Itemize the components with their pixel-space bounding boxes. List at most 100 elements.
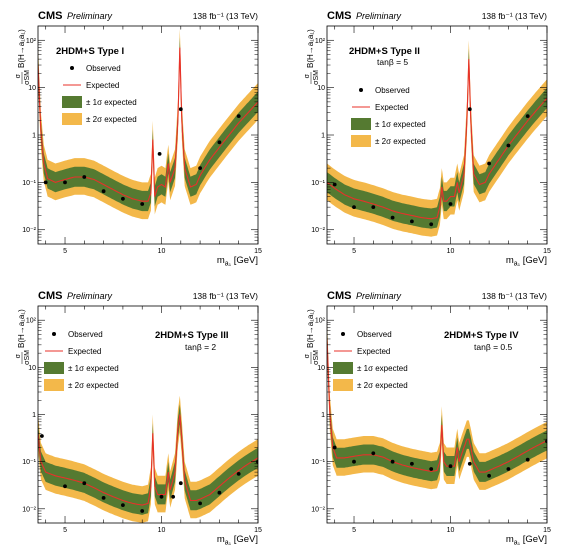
legend-observed-marker (70, 66, 74, 70)
observed-point (236, 114, 241, 118)
y-tick-label: 10² (26, 318, 37, 325)
y-tick-label: 1 (32, 133, 36, 140)
legend-2sigma-marker (62, 113, 82, 125)
observed-point (198, 501, 203, 506)
y-tick-label: 10⁻¹ (22, 180, 36, 187)
x-tick-label: 10 (158, 527, 166, 534)
x-axis-label: ma₁ [GeV] (217, 534, 258, 547)
legend: Observed Expected ± 1σ expected ± 2σ expect… (62, 64, 137, 125)
observed-point (545, 439, 547, 444)
observed-point (429, 222, 434, 227)
band-2-sigma (327, 40, 547, 237)
lumi-label: 138 fb⁻¹ (13 TeV) (482, 291, 547, 301)
svg-text:B(H→a₁a₁): B(H→a₁a₁) (306, 309, 315, 348)
legend-observed-label: Observed (68, 330, 103, 339)
plot-area (38, 28, 258, 220)
legend-observed-marker (341, 332, 345, 336)
observed-point (448, 202, 453, 206)
y-axis-label: σ σSM B(H→a₁a₁) (304, 29, 320, 85)
observed-point (82, 481, 87, 486)
observed-point (198, 166, 203, 171)
observed-point (121, 503, 125, 507)
svg-text:σ: σ (304, 353, 311, 358)
y-tick-label: 10⁻² (311, 227, 325, 234)
observed-point (390, 215, 395, 220)
x-tick-label: 5 (352, 527, 356, 534)
y-tick-label: 10⁻² (22, 506, 36, 513)
y-tick-label: 1 (321, 412, 325, 419)
svg-text:σSM: σSM (24, 70, 31, 85)
observed-point (467, 107, 472, 112)
observed-point (63, 484, 67, 489)
legend: Observed Expected ± 1σ expected ± 2σ expect… (351, 86, 426, 147)
observed-point (140, 509, 145, 513)
legend-observed-label: Observed (375, 86, 410, 95)
y-axis-label: σ σSM B(H→a₁a₁) (15, 29, 31, 85)
y-tick-label: 1 (32, 412, 36, 419)
y-tick-label: 10⁻¹ (311, 180, 325, 187)
status-label: Preliminary (356, 291, 402, 301)
observed-point (332, 182, 337, 187)
legend-1sigma-label: ± 1σ expected (375, 120, 426, 129)
band-1-sigma (327, 328, 547, 482)
model-label: 2HDM+S Type I (56, 46, 124, 57)
legend-observed-marker (52, 332, 56, 336)
observed-point (371, 205, 376, 210)
observed-point (63, 180, 67, 185)
observed-point (352, 205, 356, 210)
legend-2sigma-label: ± 2σ expected (375, 137, 426, 146)
experiment-label: CMS (38, 290, 62, 302)
y-tick-label: 10⁻¹ (311, 459, 325, 466)
expected-line (38, 47, 258, 202)
legend-2sigma-label: ± 2σ expected (68, 381, 119, 390)
observed-point (171, 494, 176, 499)
legend-1sigma-marker (333, 362, 353, 374)
y-tick-label: 10⁻¹ (22, 459, 36, 466)
status-label: Preliminary (67, 11, 113, 21)
x-tick-label: 5 (352, 248, 356, 255)
legend-2sigma-label: ± 2σ expected (86, 115, 137, 124)
observed-point (410, 219, 414, 224)
observed-point (217, 140, 222, 145)
observed-point (390, 459, 395, 464)
y-tick-label: 10 (317, 85, 325, 92)
x-tick-label: 15 (543, 248, 551, 255)
lumi-label: 138 fb⁻¹ (13 TeV) (482, 11, 547, 21)
svg-text:σSM: σSM (313, 70, 320, 85)
observed-point (487, 473, 491, 478)
legend-2sigma-marker (333, 379, 353, 391)
legend-expected-label: Expected (86, 81, 119, 90)
legend-1sigma-marker (62, 96, 82, 108)
y-tick-label: 1 (321, 133, 325, 140)
svg-text:σSM: σSM (24, 350, 31, 365)
y-tick-label: 10⁻² (311, 506, 325, 513)
legend-observed-marker (359, 88, 363, 92)
legend-expected-label: Expected (68, 347, 101, 356)
legend-1sigma-label: ± 1σ expected (86, 98, 137, 107)
tanb-label: tanβ = 0.5 (474, 342, 512, 352)
panel-type-3: 5 10 15 10⁻² 10⁻¹ 1 10 10² CMS Preliminary 138 fb⁻… (15, 290, 262, 547)
svg-text:σ: σ (15, 73, 22, 78)
y-tick-label: 10 (28, 365, 36, 372)
svg-text:B(H→a₁a₁): B(H→a₁a₁) (306, 29, 315, 68)
experiment-label: CMS (327, 10, 351, 22)
observed-point (40, 434, 44, 438)
x-tick-label: 5 (63, 527, 67, 534)
plot-area (327, 320, 547, 490)
y-tick-label: 10² (26, 38, 37, 45)
panel-type-1: 5 10 15 10⁻² 10⁻¹ 1 10 10² CMS Preliminary 138 fb⁻… (15, 10, 262, 268)
x-tick-label: 10 (447, 527, 455, 534)
observed-point (217, 490, 222, 495)
observed-point (506, 467, 511, 471)
x-tick-label: 15 (254, 527, 262, 534)
status-label: Preliminary (67, 291, 113, 301)
observed-point (236, 472, 241, 476)
x-axis-label: ma₁ [GeV] (506, 255, 547, 268)
legend-1sigma-marker (351, 118, 371, 130)
legend-2sigma-marker (44, 379, 64, 391)
observed-point (178, 481, 183, 486)
lumi-label: 138 fb⁻¹ (13 TeV) (193, 291, 258, 301)
lumi-label: 138 fb⁻¹ (13 TeV) (193, 11, 258, 21)
plot-area (327, 40, 547, 237)
